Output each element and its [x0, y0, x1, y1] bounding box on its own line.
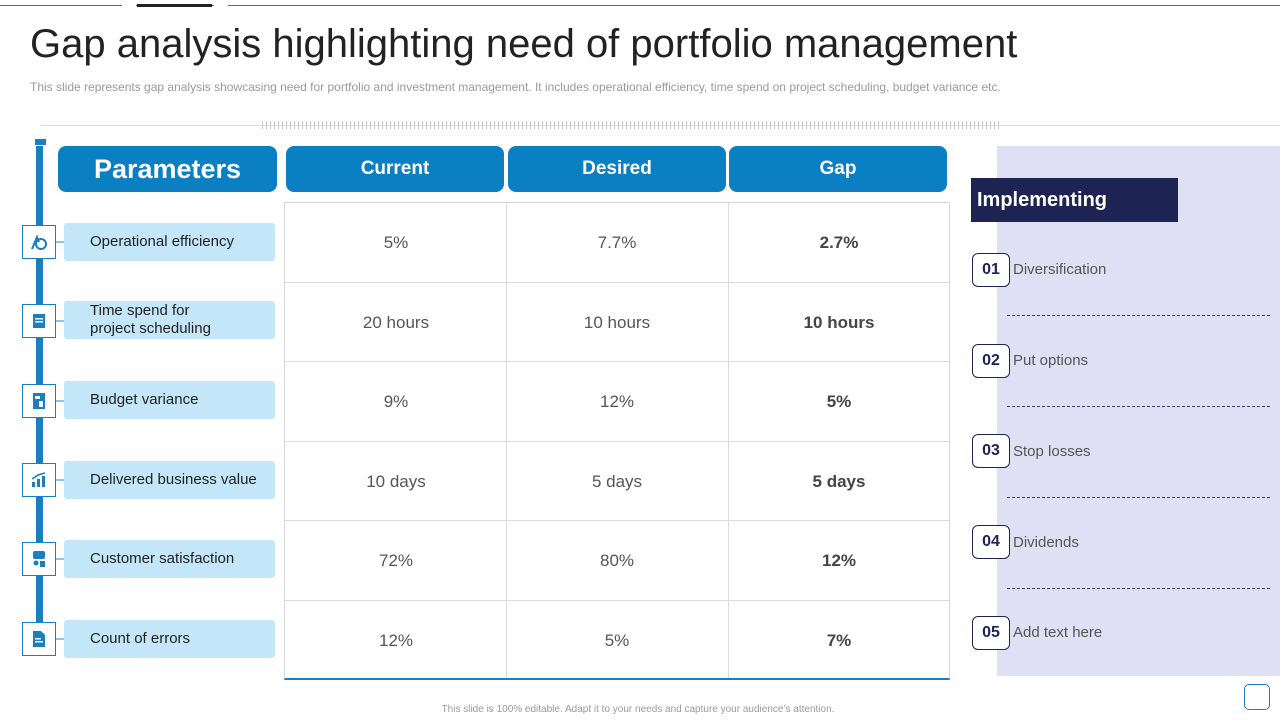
step-divider — [1007, 497, 1270, 498]
table-cell-gap: 5% — [826, 392, 852, 411]
param-count-of-errors: Count of errors — [64, 620, 275, 658]
param-budget-variance: Budget variance — [64, 381, 275, 419]
row-divider — [285, 600, 949, 601]
row-divider — [285, 282, 949, 283]
implementing-title: Implementing — [971, 178, 1178, 222]
schedule-document-icon — [22, 304, 56, 338]
table-cell-current: 12% — [378, 631, 414, 650]
customer-feedback-icon — [22, 542, 56, 576]
step-divider — [1007, 315, 1270, 316]
step-number: 03 — [972, 434, 1010, 468]
step-divider — [1007, 588, 1270, 589]
table-cell-desired: 7.7% — [597, 233, 637, 252]
table-cell-current: 9% — [383, 392, 409, 411]
table-cell-current: 72% — [378, 551, 414, 570]
row-connector — [56, 241, 64, 243]
row-connector — [56, 479, 64, 481]
row-divider — [285, 520, 949, 521]
step-label: Stop losses — [1013, 443, 1091, 460]
header-desired: Desired — [508, 146, 726, 192]
table-cell-current: 20 hours — [362, 313, 430, 332]
param-operational-efficiency: Operational efficiency — [64, 223, 275, 261]
footer-note: This slide is 100% editable. Adapt it to… — [441, 704, 835, 715]
row-connector — [56, 400, 64, 402]
row-divider — [285, 441, 949, 442]
step-label: Add text here — [1013, 624, 1103, 641]
table-cell-gap: 5 days — [812, 472, 866, 491]
table-cell-gap: 10 hours — [803, 313, 875, 332]
column-divider — [506, 203, 507, 678]
table-cell-current: 5% — [383, 233, 409, 252]
table-cell-gap: 7% — [826, 631, 852, 650]
step-number: 02 — [972, 344, 1010, 378]
row-connector — [56, 320, 64, 322]
header-current: Current — [286, 146, 504, 192]
table-cell-gap: 12% — [821, 551, 857, 570]
row-connector — [56, 638, 64, 640]
top-rule-accent — [137, 4, 212, 7]
row-divider — [285, 361, 949, 362]
corner-badge-icon — [1244, 684, 1270, 710]
data-table: 5% 7.7% 2.7% 20 hours 10 hours 10 hours … — [284, 202, 950, 680]
step-number: 04 — [972, 525, 1010, 559]
column-divider — [728, 203, 729, 678]
growth-chart-icon — [22, 463, 56, 497]
efficiency-gauge-icon — [22, 225, 56, 259]
top-rule — [0, 5, 1280, 6]
table-cell-desired: 80% — [599, 551, 635, 570]
table-cell-gap: 2.7% — [819, 233, 859, 252]
header-gap: Gap — [729, 146, 947, 192]
table-cell-desired: 10 hours — [583, 313, 651, 332]
row-connector — [56, 558, 64, 560]
table-cell-desired: 5% — [604, 631, 630, 650]
page-subtitle: This slide represents gap analysis showc… — [30, 80, 1001, 94]
param-delivered-business-value: Delivered business value — [64, 461, 275, 499]
step-label: Diversification — [1013, 261, 1107, 278]
step-number: 01 — [972, 253, 1010, 287]
page-title: Gap analysis highlighting need of portfo… — [30, 22, 1018, 66]
budget-report-icon — [22, 384, 56, 418]
table-cell-desired: 12% — [599, 392, 635, 411]
top-rule-gap — [214, 3, 228, 7]
param-time-spend: Time spend for project scheduling — [64, 301, 275, 339]
table-cell-desired: 5 days — [591, 472, 643, 491]
step-number: 05 — [972, 616, 1010, 650]
step-divider — [1007, 406, 1270, 407]
timeline-cap — [34, 138, 47, 146]
error-document-icon — [22, 622, 56, 656]
header-parameters: Parameters — [58, 146, 277, 192]
param-customer-satisfaction: Customer satisfaction — [64, 540, 275, 578]
table-cell-current: 10 days — [366, 472, 426, 491]
divider-ticks — [262, 121, 1002, 129]
step-label: Put options — [1013, 352, 1089, 369]
step-label: Dividends — [1013, 534, 1079, 551]
implementing-panel — [997, 146, 1280, 676]
top-rule-gap — [122, 3, 136, 7]
